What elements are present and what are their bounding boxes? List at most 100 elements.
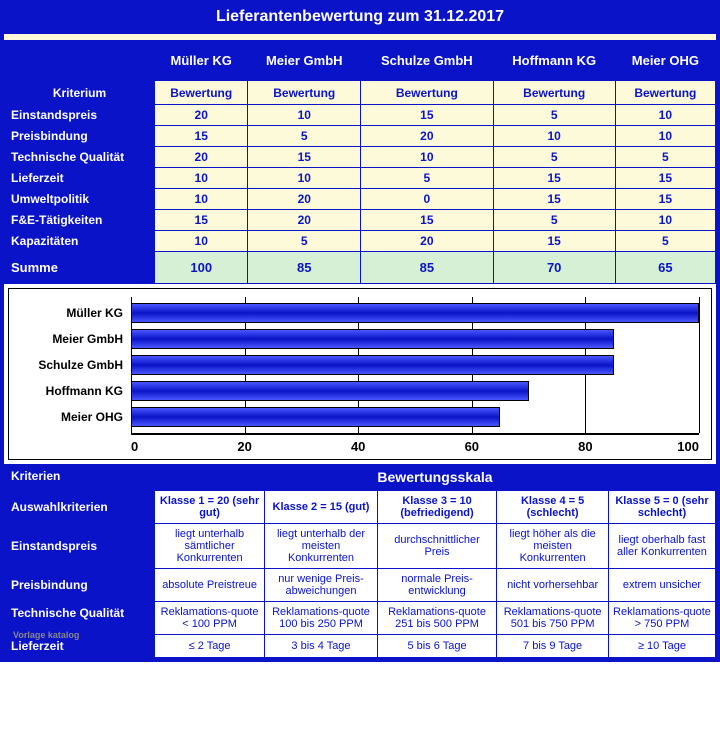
- criterion-label: Technische Qualität: [5, 147, 155, 168]
- chart-bar-label: Meier OHG: [21, 410, 131, 424]
- rating-cell: 10: [615, 126, 715, 147]
- scale-cell: normale Preis-entwicklung: [377, 569, 496, 602]
- scale-cell: absolute Preistreue: [155, 569, 265, 602]
- scale-cell: nur wenige Preis-abweichungen: [265, 569, 378, 602]
- rating-cell: 5: [493, 210, 615, 231]
- scale-header-row: Kriterien Bewertungsskala: [4, 464, 716, 490]
- supplier-header: Schulze GmbH: [361, 41, 494, 81]
- chart-row: Meier OHG: [21, 407, 699, 427]
- supplier-header: Meier OHG: [615, 41, 715, 81]
- rating-table: Müller KG Meier GmbH Schulze GmbH Hoffma…: [4, 40, 716, 284]
- scale-cell: Reklamations-quote < 100 PPM: [155, 602, 265, 635]
- class-header: Klasse 5 = 0 (sehr schlecht): [608, 491, 715, 524]
- rating-cell: 15: [615, 168, 715, 189]
- criterion-label: F&E-Tätigkeiten: [5, 210, 155, 231]
- scale-cell: liegt höher als die meisten Konkurrenten: [497, 524, 609, 569]
- rating-cell: 15: [248, 147, 361, 168]
- scale-cell: liegt unterhalb sämtlicher Konkurrenten: [155, 524, 265, 569]
- class-header: Klasse 2 = 15 (gut): [265, 491, 378, 524]
- chart-bar: [131, 329, 614, 349]
- chart-bar-label: Hoffmann KG: [21, 384, 131, 398]
- rating-cell: 20: [361, 231, 494, 252]
- supplier-header: Meier GmbH: [248, 41, 361, 81]
- rating-cell: 0: [361, 189, 494, 210]
- rating-cell: 15: [361, 210, 494, 231]
- rating-cell: 10: [493, 126, 615, 147]
- criterion-label: Preisbindung: [5, 126, 155, 147]
- scale-row-label: Technische QualitätVorlage katalog: [5, 602, 155, 635]
- scale-cell: Reklamations-quote 100 bis 250 PPM: [265, 602, 378, 635]
- rating-cell: 15: [361, 105, 494, 126]
- chart-bar-area: [131, 407, 699, 427]
- scale-cell: nicht vorhersehbar: [497, 569, 609, 602]
- rating-cell: 15: [615, 189, 715, 210]
- vorlage-tag: Vorlage katalog: [13, 630, 153, 640]
- rating-cell: 5: [493, 105, 615, 126]
- scale-cell: liegt oberhalb fast aller Konkurrenten: [608, 524, 715, 569]
- corner-blank: [5, 41, 155, 81]
- rating-cell: 5: [248, 231, 361, 252]
- rating-cell: 15: [155, 126, 248, 147]
- rating-cell: 20: [248, 189, 361, 210]
- axis-tick: 0: [131, 439, 138, 454]
- rating-cell: 20: [155, 105, 248, 126]
- chart-bar-label: Meier GmbH: [21, 332, 131, 346]
- scale-row-label: Preisbindung: [5, 569, 155, 602]
- chart-row: Hoffmann KG: [21, 381, 699, 401]
- chart-bar: [131, 381, 529, 401]
- sum-cell: 85: [361, 252, 494, 284]
- rating-cell: 10: [155, 168, 248, 189]
- rating-cell: 15: [155, 210, 248, 231]
- rating-cell: 10: [361, 147, 494, 168]
- axis-tick: 100: [677, 439, 699, 454]
- rating-cell: 20: [248, 210, 361, 231]
- axis-tick: 60: [465, 439, 479, 454]
- chart-bar: [131, 407, 500, 427]
- scale-cell: 3 bis 4 Tage: [265, 635, 378, 658]
- chart-bar-label: Müller KG: [21, 306, 131, 320]
- supplier-header: Hoffmann KG: [493, 41, 615, 81]
- bewertung-header: Bewertung: [361, 81, 494, 105]
- rating-cell: 10: [155, 189, 248, 210]
- scale-cell: Reklamations-quote > 750 PPM: [608, 602, 715, 635]
- chart-bar-area: [131, 381, 699, 401]
- scale-cell: Reklamations-quote 251 bis 500 PPM: [377, 602, 496, 635]
- scale-row-label: Einstandspreis: [5, 524, 155, 569]
- rating-cell: 10: [615, 105, 715, 126]
- scale-cell: liegt unterhalb der meisten Konkurrenten: [265, 524, 378, 569]
- bewertung-header: Bewertung: [155, 81, 248, 105]
- sum-cell: 85: [248, 252, 361, 284]
- axis-tick: 40: [351, 439, 365, 454]
- criterion-label: Lieferzeit: [5, 168, 155, 189]
- rating-cell: 10: [248, 168, 361, 189]
- rating-cell: 5: [615, 147, 715, 168]
- chart-bar-area: [131, 303, 699, 323]
- bewertung-header: Bewertung: [615, 81, 715, 105]
- sum-cell: 65: [615, 252, 715, 284]
- class-header: Klasse 1 = 20 (sehr gut): [155, 491, 265, 524]
- scale-cell: durchschnittlicher Preis: [377, 524, 496, 569]
- kriterien-label: Kriterien: [4, 464, 154, 490]
- axis-tick: 20: [237, 439, 251, 454]
- class-header: Klasse 3 = 10 (befriedigend): [377, 491, 496, 524]
- scale-cell: Reklamations-quote 501 bis 750 PPM: [497, 602, 609, 635]
- rating-cell: 15: [493, 231, 615, 252]
- page-title: Lieferantenbewertung zum 31.12.2017: [4, 4, 716, 34]
- bewertung-header: Bewertung: [493, 81, 615, 105]
- scale-cell: extrem unsicher: [608, 569, 715, 602]
- kriterium-header: Kriterium: [5, 81, 155, 105]
- sum-label: Summe: [5, 252, 155, 284]
- chart-bar: [131, 355, 614, 375]
- sum-cell: 70: [493, 252, 615, 284]
- scale-cell: ≥ 10 Tage: [608, 635, 715, 658]
- rating-cell: 15: [493, 168, 615, 189]
- supplier-header: Müller KG: [155, 41, 248, 81]
- rating-cell: 10: [248, 105, 361, 126]
- bar-chart: Müller KG Meier GmbH Schulze GmbH Hoffmann …: [8, 288, 712, 460]
- scale-cell: 7 bis 9 Tage: [497, 635, 609, 658]
- class-header: Klasse 4 = 5 (schlecht): [497, 491, 609, 524]
- sum-cell: 100: [155, 252, 248, 284]
- chart-row: Schulze GmbH: [21, 355, 699, 375]
- chart-row: Müller KG: [21, 303, 699, 323]
- chart-x-axis: 020406080100: [21, 433, 699, 455]
